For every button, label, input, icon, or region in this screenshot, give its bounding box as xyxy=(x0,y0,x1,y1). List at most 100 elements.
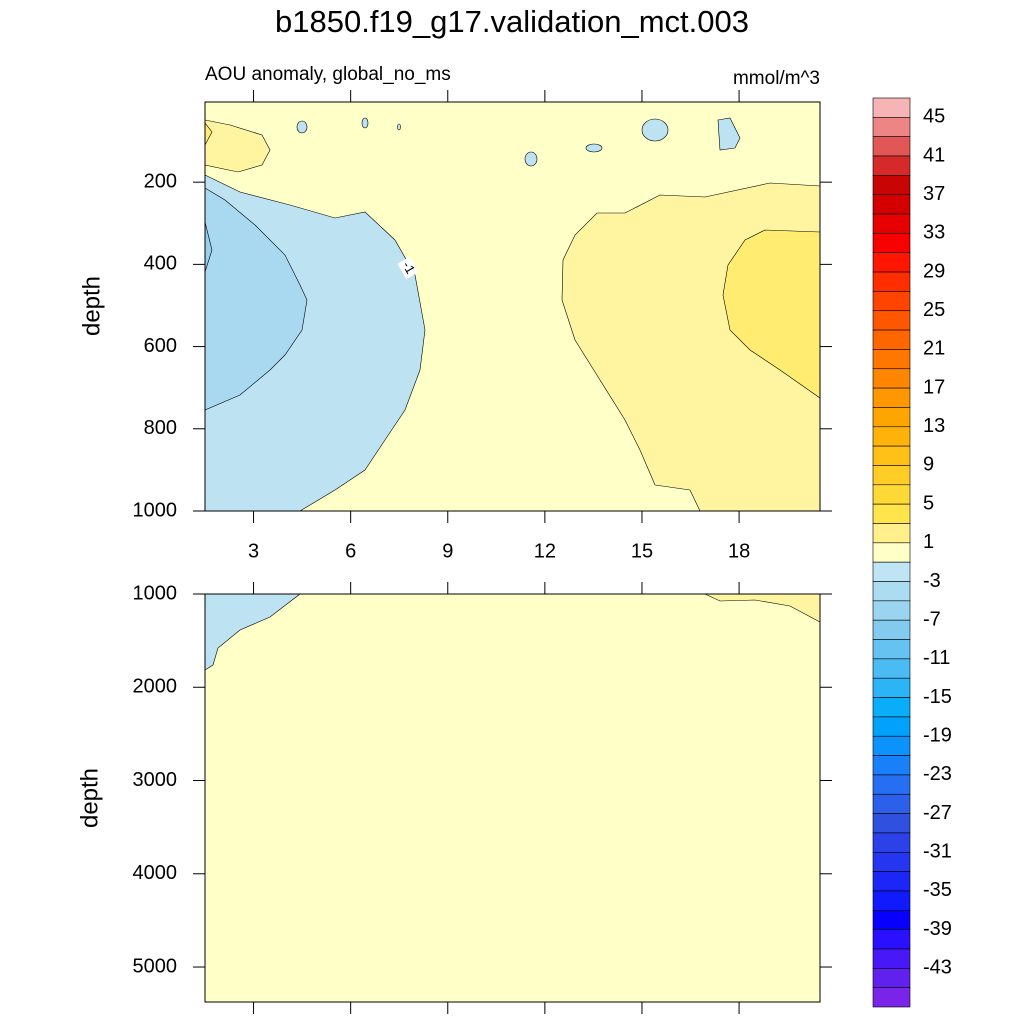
colorbar-box xyxy=(872,774,911,795)
colorbar-box xyxy=(872,813,911,834)
plot-frame xyxy=(204,101,821,512)
contour-region xyxy=(296,120,308,134)
colorbar-label: -27 xyxy=(923,802,952,824)
contour-region xyxy=(204,119,271,173)
contour-region xyxy=(641,118,669,142)
x-tick-label: 18 xyxy=(728,540,750,562)
colorbar-box xyxy=(872,735,911,756)
colorbar-box xyxy=(872,407,911,428)
colorbar-label: 17 xyxy=(923,376,945,398)
contour-label-box xyxy=(397,256,419,280)
colorbar-box xyxy=(872,716,911,737)
y-tick-label: 400 xyxy=(144,253,177,275)
colorbar-box xyxy=(872,368,911,389)
colorbar-label: 45 xyxy=(923,106,945,128)
colorbar-box xyxy=(872,387,911,408)
contour-region xyxy=(524,151,538,167)
colorbar-label: -39 xyxy=(923,918,952,940)
colorbar-box xyxy=(872,117,911,137)
colorbar-label: -35 xyxy=(923,879,952,901)
colorbar-label: 5 xyxy=(923,492,934,514)
plot-frame xyxy=(204,593,821,1003)
y-axis-label: depth xyxy=(76,768,103,828)
units-label: mmol/m^3 xyxy=(733,68,820,89)
colorbar-box xyxy=(872,619,911,640)
subtitle: AOU anomaly, global_no_ms xyxy=(205,64,451,85)
colorbar-box xyxy=(872,909,911,930)
colorbar-box xyxy=(872,755,911,776)
colorbar-label: -11 xyxy=(923,647,950,669)
y-tick-label: 200 xyxy=(144,170,177,192)
contour-region xyxy=(204,187,308,411)
x-tick-label: 3 xyxy=(248,540,259,562)
colorbar-box xyxy=(872,97,911,118)
colorbar-label: 9 xyxy=(923,454,934,476)
colorbar-box xyxy=(872,136,911,157)
chart-title: b1850.f19_g17.validation_mct.003 xyxy=(275,4,749,39)
colorbar-label: 25 xyxy=(923,299,945,321)
colorbar-box xyxy=(872,523,911,544)
contour-region xyxy=(717,117,741,151)
y-tick-label: 600 xyxy=(144,335,177,357)
colorbar-box xyxy=(872,252,911,273)
y-tick-label: 3000 xyxy=(133,769,178,791)
colorbar-box xyxy=(872,890,911,911)
y-tick-label: 800 xyxy=(144,417,177,439)
colorbar-box xyxy=(872,310,911,331)
colorbar-label: 29 xyxy=(923,260,945,282)
colorbar-label: 21 xyxy=(923,338,945,360)
colorbar-box xyxy=(872,968,911,988)
colorbar-box xyxy=(872,581,911,602)
colorbar-box xyxy=(872,542,911,563)
contour-field: -1 xyxy=(204,101,821,512)
colorbar-box xyxy=(872,465,911,486)
x-tick-label: 12 xyxy=(534,540,556,562)
colorbar-label: -43 xyxy=(923,957,952,979)
colorbar-label: -23 xyxy=(923,763,952,785)
colorbar-box xyxy=(872,793,911,814)
colorbar-box xyxy=(872,445,911,466)
colorbar-box xyxy=(872,426,911,447)
y-tick-label: 1000 xyxy=(133,499,178,521)
y-tick-label: 4000 xyxy=(133,862,178,884)
colorbar-box xyxy=(872,484,911,505)
colorbar-box xyxy=(872,503,911,524)
colorbar-box xyxy=(872,677,911,698)
colorbar-label: 41 xyxy=(923,144,945,166)
colorbar-box xyxy=(872,948,911,969)
colorbar-label: 37 xyxy=(923,183,945,205)
colorbar-box xyxy=(872,851,911,872)
contour-region xyxy=(397,123,401,131)
y-tick-label: 1000 xyxy=(133,582,178,604)
colorbar-label: 33 xyxy=(923,222,945,244)
y-tick-label: 5000 xyxy=(133,955,178,977)
colorbar-box xyxy=(872,291,911,312)
contour-field xyxy=(204,593,821,1003)
colorbar-box xyxy=(872,329,911,350)
x-tick-label: 15 xyxy=(631,540,653,562)
colorbar-box xyxy=(872,175,911,196)
contour-region xyxy=(361,117,369,129)
colorbar-box xyxy=(872,871,911,892)
contour-background xyxy=(205,594,820,1002)
contour-region xyxy=(204,593,301,671)
colorbar-box xyxy=(872,697,911,718)
colorbar-box xyxy=(872,233,911,254)
colorbar-box xyxy=(872,349,911,370)
contour-label: -1 xyxy=(397,256,419,280)
contour-region xyxy=(722,229,821,399)
colorbar-box xyxy=(872,213,911,234)
colorbar-label: -15 xyxy=(923,686,952,708)
colorbar-label: 13 xyxy=(923,415,945,437)
colorbar-box xyxy=(872,832,911,853)
colorbar-box xyxy=(872,561,911,582)
colorbar-box xyxy=(872,639,911,660)
y-tick-label: 2000 xyxy=(133,676,178,698)
x-tick-label: 9 xyxy=(442,540,453,562)
colorbar-box xyxy=(872,271,911,292)
contour-region xyxy=(585,143,603,153)
colorbar-box xyxy=(872,155,911,176)
colorbar-label: 1 xyxy=(923,531,934,553)
colorbar-label: -7 xyxy=(923,608,941,630)
